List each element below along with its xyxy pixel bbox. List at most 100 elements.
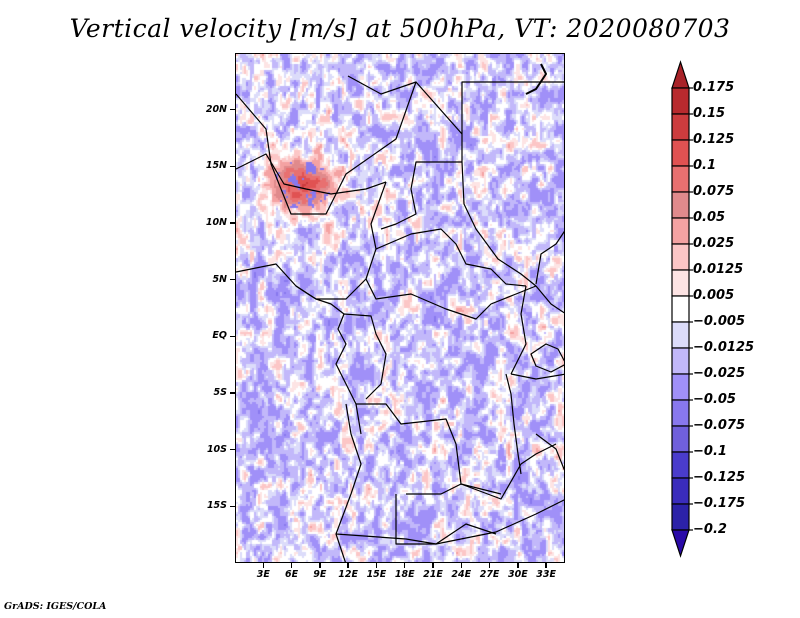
border-drc-zambia xyxy=(406,443,557,500)
colorbar-label: −0.025 xyxy=(693,366,746,381)
colorbar-swatch xyxy=(671,477,690,505)
colorbar-extend-top xyxy=(671,60,690,89)
colorbar-swatch xyxy=(671,87,690,115)
x-tick xyxy=(262,563,265,568)
y-tick-label: 10N xyxy=(205,217,227,228)
colorbar-swatch xyxy=(671,451,690,479)
map-plot-area xyxy=(235,53,565,563)
border-coast-westafrica xyxy=(236,263,362,435)
x-tick-label: 18E xyxy=(394,569,415,580)
colorbar-label: 0.05 xyxy=(693,210,726,225)
y-tick xyxy=(230,448,235,451)
colorbar-label: 0.175 xyxy=(693,80,735,95)
colorbar-swatch xyxy=(671,217,690,245)
colorbar-swatch xyxy=(671,139,690,167)
border-lake-victoria xyxy=(530,343,564,373)
x-tick-label: 33E xyxy=(536,569,556,580)
x-tick-label: 6E xyxy=(285,569,299,580)
colorbar-label: −0.075 xyxy=(693,418,746,433)
x-tick-label: 24E xyxy=(451,569,472,580)
colorbar-swatch xyxy=(671,425,690,453)
colorbar-label: 0.025 xyxy=(693,236,735,251)
border-algeria-niger xyxy=(236,81,463,215)
grads-credit: GrADS: IGES/COLA xyxy=(4,601,107,612)
border-car-congo xyxy=(365,278,537,320)
colorbar-swatch xyxy=(671,243,690,271)
colorbar-swatch xyxy=(671,269,690,297)
x-tick-label: 9E xyxy=(313,569,327,580)
y-tick-label: 20N xyxy=(205,103,227,115)
colorbar-label: 0.005 xyxy=(693,288,735,303)
colorbar-label: 0.1 xyxy=(693,158,717,173)
colorbar-swatch xyxy=(671,347,690,375)
x-tick xyxy=(460,563,463,568)
vertical-velocity-field xyxy=(236,54,564,562)
border-sudan-ethiopia xyxy=(535,230,564,285)
y-tick-label: 10S xyxy=(206,443,227,455)
y-tick xyxy=(230,392,235,394)
colorbar-extend-bottom xyxy=(671,529,690,558)
border-zambia-south xyxy=(395,494,497,545)
colorbar-swatch xyxy=(671,373,690,401)
x-tick xyxy=(432,563,434,568)
x-tick xyxy=(347,563,349,568)
border-gabon-congo xyxy=(343,313,387,400)
y-tick xyxy=(230,335,235,338)
colorbar-label: −0.2 xyxy=(693,522,727,537)
colorbar-swatch xyxy=(671,113,690,141)
colorbar-label: −0.05 xyxy=(693,392,736,407)
border-niger-nigeria xyxy=(236,153,387,195)
x-tick-label: 21E xyxy=(423,569,443,580)
y-tick xyxy=(230,505,235,508)
colorbar-label: −0.125 xyxy=(693,470,746,485)
colorbar-swatch xyxy=(671,399,690,427)
colorbar-label: −0.005 xyxy=(693,314,746,329)
x-tick-label: 30E xyxy=(507,569,528,580)
chart-title: Vertical velocity [m/s] at 500hPa, VT: 2… xyxy=(69,14,731,43)
border-uganda-kenya xyxy=(535,285,564,314)
border-car-sudan xyxy=(461,161,537,287)
x-tick-label: 3E xyxy=(256,569,270,580)
x-tick-label: 27E xyxy=(479,569,500,580)
y-tick xyxy=(230,222,235,224)
border-red-sea xyxy=(525,63,547,95)
y-tick-label: 15N xyxy=(205,160,227,172)
y-tick xyxy=(230,278,235,281)
colorbar-label: 0.075 xyxy=(693,184,735,199)
x-tick xyxy=(375,563,378,568)
y-tick xyxy=(230,165,235,168)
colorbar-swatch xyxy=(671,191,690,219)
x-tick xyxy=(545,563,547,568)
x-tick xyxy=(319,563,321,568)
x-tick xyxy=(488,563,491,568)
colorbar-label: −0.0125 xyxy=(693,340,755,355)
border-cameroon-car xyxy=(375,228,527,287)
border-angola-namibia xyxy=(335,499,564,545)
y-tick-label: 5S xyxy=(213,387,227,398)
x-tick xyxy=(403,563,406,568)
colorbar-label: 0.125 xyxy=(693,132,735,147)
border-tanzania xyxy=(510,373,564,380)
x-tick-label: 12E xyxy=(338,569,358,580)
colorbar-label: 0.0125 xyxy=(693,262,744,277)
colorbar-swatch xyxy=(671,503,690,531)
y-tick xyxy=(230,108,235,111)
border-libya-chad xyxy=(347,75,417,95)
x-tick xyxy=(517,563,519,568)
colorbar-swatch xyxy=(671,295,690,323)
border-east-drc xyxy=(510,285,527,375)
y-tick-label: EQ xyxy=(212,330,227,342)
border-angola-south xyxy=(335,403,362,562)
colorbar-label: −0.175 xyxy=(693,496,746,511)
country-borders xyxy=(236,63,564,562)
colorbar-swatch xyxy=(671,165,690,193)
border-mozambique xyxy=(535,433,564,471)
colorbar-label: −0.1 xyxy=(693,444,727,459)
y-tick-label: 15S xyxy=(206,500,227,512)
border-rift-lakes xyxy=(505,373,522,475)
x-tick xyxy=(290,563,293,568)
y-tick-label: 5N xyxy=(212,273,227,285)
x-tick-label: 15E xyxy=(366,569,387,580)
colorbar-swatch xyxy=(671,321,690,349)
